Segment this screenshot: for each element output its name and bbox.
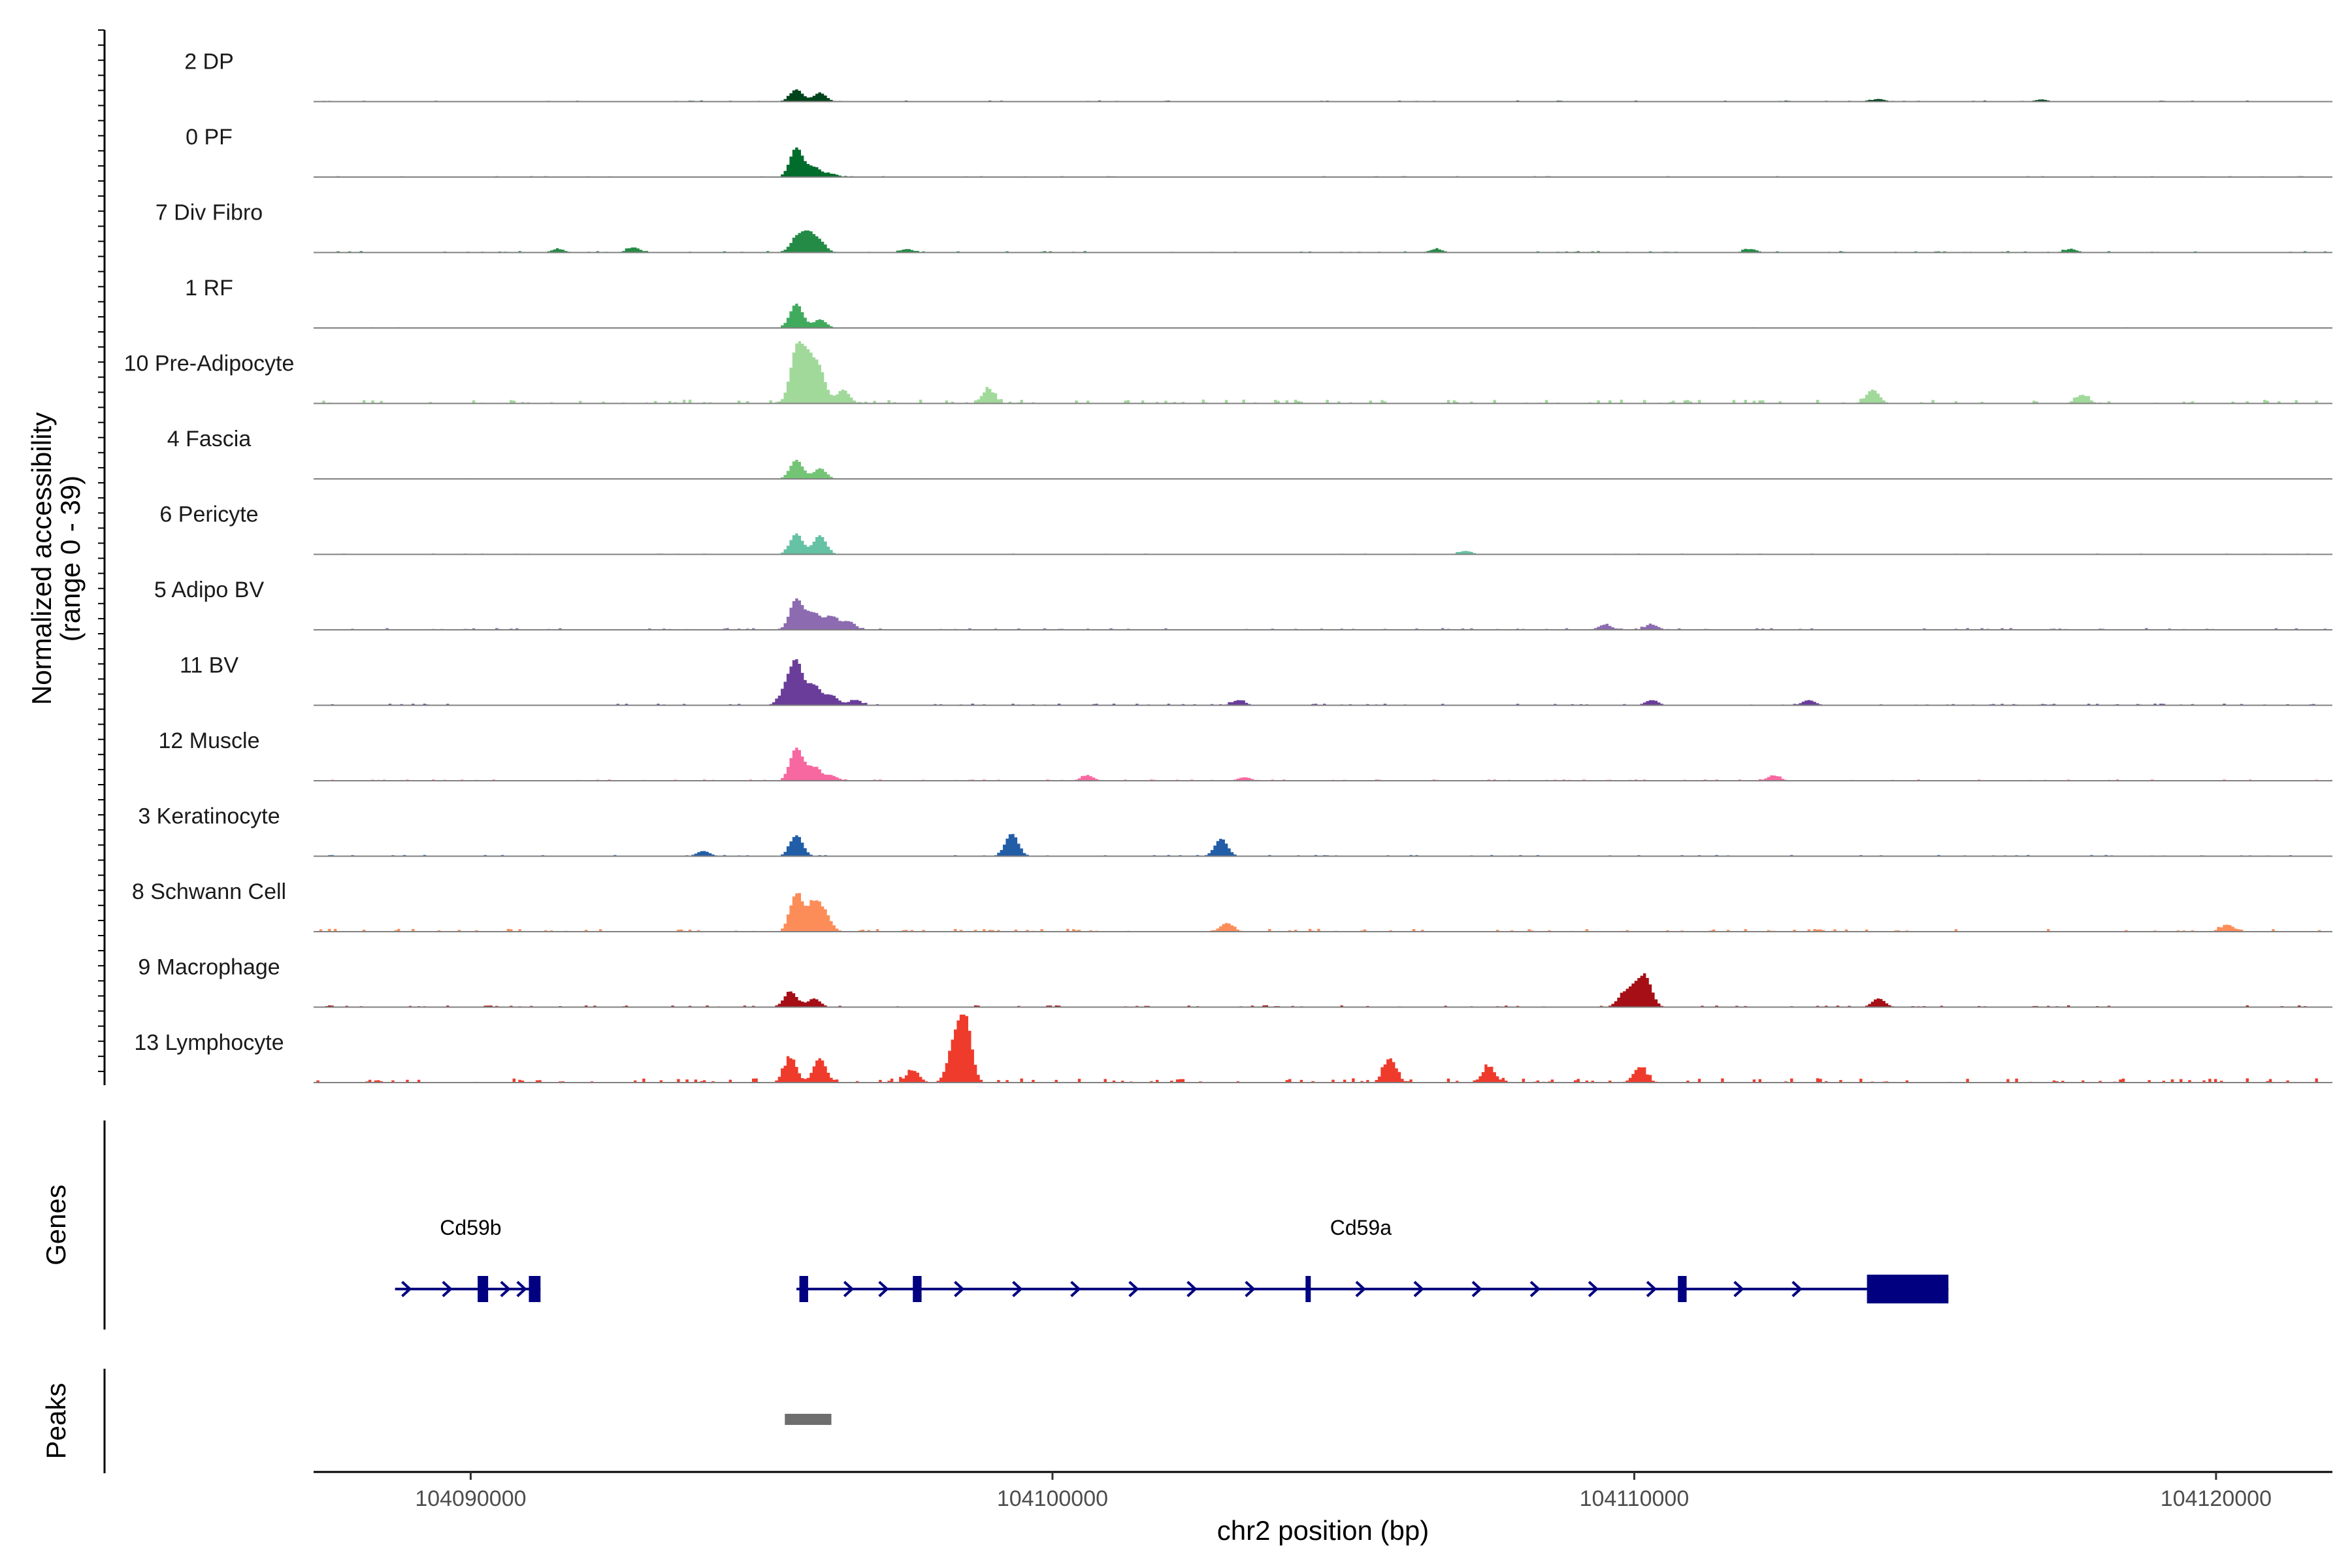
coverage-area: [314, 659, 2332, 706]
peaks-panel-label: Peaks: [41, 1383, 71, 1460]
coverage-area: [314, 89, 2332, 102]
peaks-panel: [103, 1369, 832, 1473]
gene-label: Cd59b: [440, 1216, 501, 1239]
strand-arrow: [1128, 1281, 1139, 1298]
x-tick-label: 104090000: [415, 1486, 526, 1511]
track-label: 13 Lymphocyte: [134, 1030, 284, 1055]
track-label: 6 Pericyte: [159, 502, 258, 527]
strand-arrow: [1070, 1281, 1081, 1298]
strand-arrow: [1186, 1281, 1198, 1298]
coverage-area: [314, 341, 2332, 404]
coverage-area: [314, 973, 2332, 1007]
coverage-area: [314, 747, 2332, 781]
exon: [799, 1276, 808, 1302]
exon: [1867, 1275, 1949, 1303]
coverage-area: [314, 533, 2332, 555]
track-5: 10 Pre-Adipocyte: [124, 341, 2332, 404]
gene-cd59b: Cd59b: [395, 1216, 541, 1302]
strand-arrow: [1245, 1281, 1256, 1298]
track-label: 3 Keratinocyte: [138, 804, 280, 829]
exon: [478, 1276, 489, 1302]
track-label: 9 Macrophage: [138, 955, 280, 980]
coverage-area: [314, 459, 2332, 479]
exon: [913, 1276, 922, 1302]
track-label: 0 PF: [186, 125, 233, 150]
strand-arrow: [1012, 1281, 1023, 1298]
accessibility-tracks: 2 DP 0 PF 7 Div Fibro 1 RF 10 Pre-Adipocyte 4…: [124, 50, 2332, 1083]
track-1: 2 DP: [184, 50, 2332, 103]
genes-panel-label: Genes: [41, 1184, 71, 1266]
coverage-area: [314, 892, 2332, 932]
y-axis: [98, 29, 106, 1085]
track-7: 6 Pericyte: [159, 502, 2332, 555]
coverage-area: [314, 147, 2332, 177]
track-label: 5 Adipo BV: [154, 578, 265, 602]
track-11: 3 Keratinocyte: [138, 804, 2332, 857]
coverage-area: [314, 834, 2332, 857]
x-axis-title: chr2 position (bp): [1217, 1515, 1429, 1546]
track-label: 2 DP: [184, 50, 234, 74]
track-label: 10 Pre-Adipocyte: [124, 351, 295, 376]
track-2: 0 PF: [186, 125, 2332, 178]
x-tick-label: 104110000: [1580, 1486, 1690, 1511]
track-label: 4 Fascia: [167, 427, 252, 451]
strand-arrow: [843, 1281, 855, 1298]
track-14: 13 Lymphocyte: [134, 1015, 2332, 1083]
strand-arrow: [1529, 1281, 1541, 1298]
strand-arrow: [1588, 1281, 1599, 1298]
track-10: 12 Muscle: [159, 728, 2332, 781]
track-13: 9 Macrophage: [138, 955, 2332, 1008]
track-9: 11 BV: [180, 653, 2332, 706]
x-axis: 104090000 104100000 104110000 104120000: [314, 1471, 2332, 1511]
strand-arrow: [1471, 1281, 1482, 1298]
strand-arrow: [516, 1281, 527, 1298]
y-axis-subtitle: (range 0 - 39): [55, 476, 86, 642]
track-3: 7 Div Fibro: [155, 201, 2332, 253]
track-label: 11 BV: [180, 653, 238, 678]
coverage-area: [314, 230, 2332, 253]
strand-arrow: [1355, 1281, 1366, 1298]
track-8: 5 Adipo BV: [154, 578, 2332, 630]
strand-arrow: [1413, 1281, 1424, 1298]
strand-arrow: [442, 1281, 453, 1298]
coverage-area: [314, 598, 2332, 630]
coverage-area: [314, 1015, 2332, 1083]
track-label: 8 Schwann Cell: [132, 879, 286, 904]
gene-annotation-panel: Cd59b Cd59a: [103, 1120, 1949, 1330]
strand-arrow: [954, 1281, 965, 1298]
gene-cd59a: Cd59a: [796, 1216, 1949, 1303]
strand-arrow: [878, 1281, 889, 1298]
strand-arrow: [1646, 1281, 1658, 1298]
y-axis-title: Normalized accessibility: [26, 412, 57, 705]
strand-arrow: [500, 1281, 511, 1298]
gene-label: Cd59a: [1330, 1216, 1392, 1239]
coverage-area: [314, 303, 2332, 328]
exon: [1678, 1276, 1687, 1302]
track-label: 12 Muscle: [159, 728, 260, 753]
exon: [529, 1276, 541, 1302]
track-12: 8 Schwann Cell: [132, 879, 2332, 932]
strand-arrow: [1733, 1281, 1744, 1298]
strand-arrow: [1791, 1281, 1803, 1298]
x-tick-label: 104100000: [997, 1486, 1108, 1511]
track-6: 4 Fascia: [167, 427, 2332, 480]
exon: [1305, 1276, 1311, 1302]
peak-region: [785, 1414, 832, 1425]
x-tick-label: 104120000: [2161, 1486, 2272, 1511]
strand-arrow: [401, 1281, 412, 1298]
track-4: 1 RF: [185, 276, 2332, 329]
track-label: 1 RF: [185, 276, 233, 301]
track-label: 7 Div Fibro: [155, 201, 263, 225]
